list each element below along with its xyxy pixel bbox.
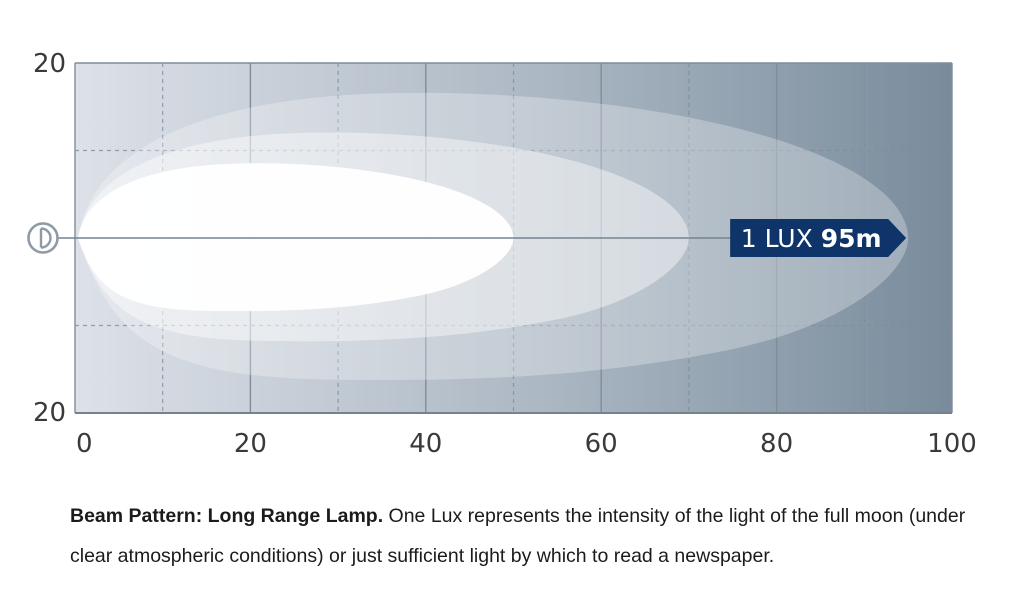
caption-title: Beam Pattern: Long Range Lamp. [70, 505, 384, 527]
lux-marker: 1 LUX 95m [730, 219, 907, 257]
y-tick-top: 20 [33, 49, 66, 79]
beam-pattern-chart: 1 LUX 95m 20 20 0 20 40 60 80 100 [27, 49, 977, 459]
x-tick-0: 0 [76, 429, 93, 459]
caption: Beam Pattern: Long Range Lamp. One Lux r… [70, 496, 970, 576]
x-tick-40: 40 [409, 429, 442, 459]
lux-marker-arrow [730, 219, 907, 257]
x-tick-100: 100 [927, 429, 977, 459]
x-tick-80: 80 [760, 429, 793, 459]
lux-marker-label: 1 LUX 95m [741, 224, 882, 253]
lamp-icon [27, 222, 59, 254]
tick-labels: 20 20 0 20 40 60 80 100 [33, 49, 977, 459]
x-tick-20: 20 [234, 429, 267, 459]
y-tick-bottom: 20 [33, 398, 66, 428]
caption-text: One Lux represents the intensity of the … [70, 505, 966, 567]
x-tick-60: 60 [585, 429, 618, 459]
